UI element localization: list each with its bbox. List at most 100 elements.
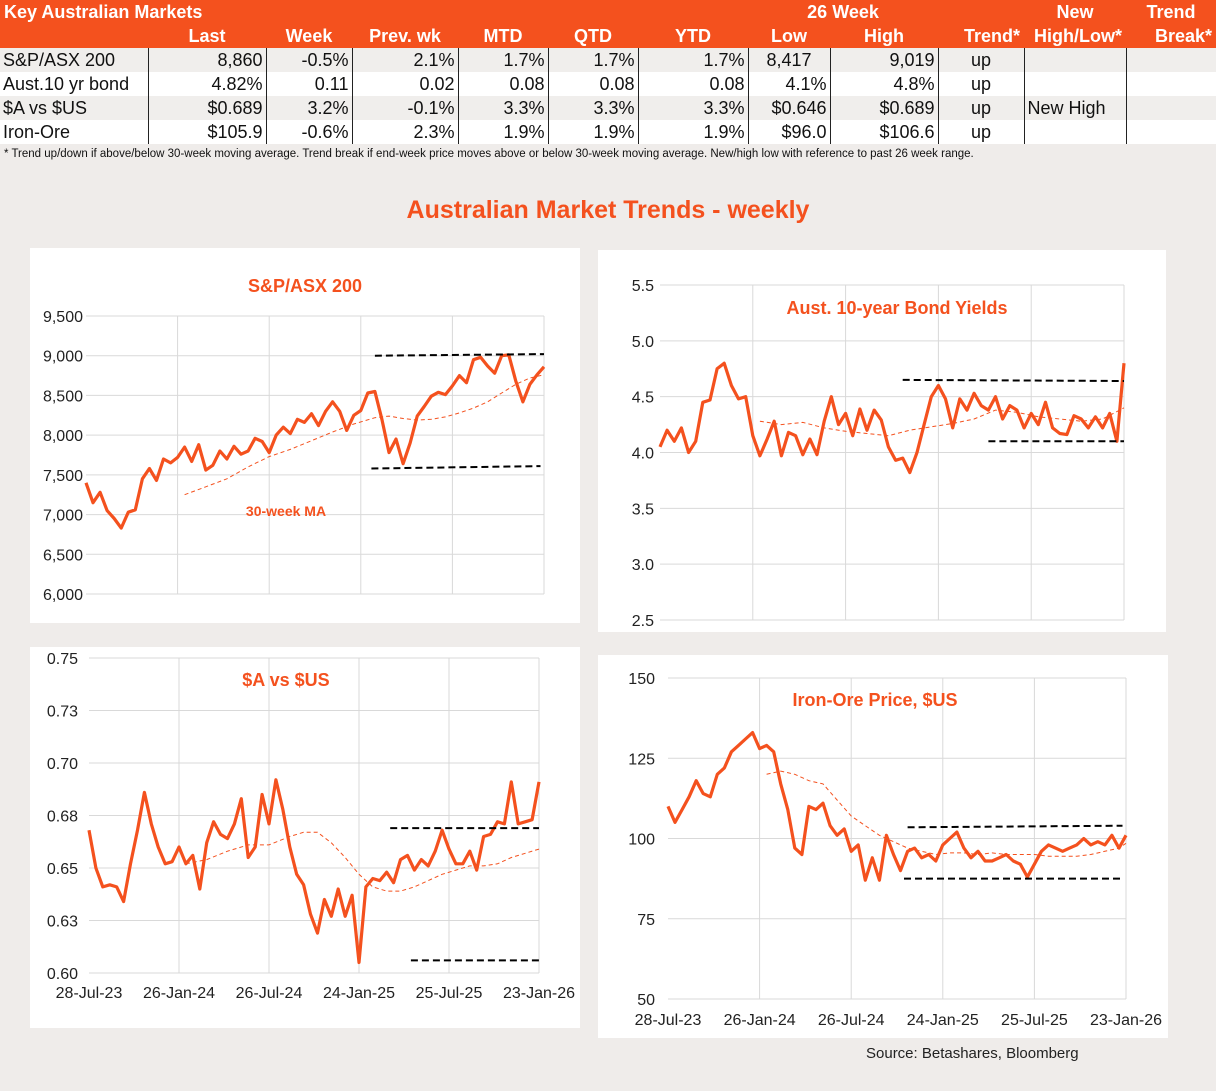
cell-trend: up bbox=[937, 48, 1025, 72]
y-tick-label: 9,500 bbox=[43, 309, 83, 326]
series-line bbox=[84, 353, 546, 530]
y-tick-label: 6,000 bbox=[43, 587, 83, 604]
range-low-line bbox=[371, 465, 541, 470]
x-tick-label: 25-Jul-25 bbox=[416, 985, 483, 1002]
cell-prev-wk: 0.02 bbox=[351, 72, 458, 96]
x-tick-label: 26-Jul-24 bbox=[818, 1012, 885, 1029]
y-tick-label: 2.5 bbox=[632, 613, 654, 630]
x-tick-label: 24-Jan-25 bbox=[323, 985, 395, 1002]
y-tick-label: 0.70 bbox=[47, 756, 78, 773]
x-tick-label: 28-Jul-23 bbox=[635, 1012, 702, 1029]
y-tick-label: 3.0 bbox=[632, 557, 654, 574]
cell-new-high-low bbox=[1023, 120, 1127, 144]
x-tick-label: 25-Jul-25 bbox=[1001, 1012, 1068, 1029]
cell-trend: up bbox=[937, 96, 1025, 120]
cell-low: $96.0 bbox=[747, 120, 831, 144]
y-tick-label: 5.5 bbox=[632, 278, 654, 295]
table-footnote: * Trend up/down if above/below 30-week m… bbox=[4, 148, 974, 160]
group-header-26-week: 26 Week bbox=[748, 0, 939, 24]
y-tick-label: 0.65 bbox=[47, 861, 78, 878]
moving-average-line bbox=[184, 374, 545, 496]
y-tick-label: 9,000 bbox=[43, 349, 83, 366]
range-high-line bbox=[374, 353, 545, 357]
chart-panel-iron-ore: 50 75 100 125 150 28-Jul-23 26-Jan-24 26-Jul-24… bbox=[598, 655, 1168, 1038]
y-tick-label: 50 bbox=[637, 992, 655, 1009]
header-new: New bbox=[1024, 0, 1127, 24]
x-tick-label: 28-Jul-23 bbox=[56, 985, 123, 1002]
cell-trend-break bbox=[1125, 48, 1216, 72]
cell-week: 0.11 bbox=[265, 72, 352, 96]
series-line bbox=[87, 778, 541, 965]
col-header-qtd: QTD bbox=[548, 24, 638, 48]
chart-aud-usd: 0.60 0.63 0.65 0.68 0.70 0.73 0.75 28-Jul-23 26-… bbox=[47, 651, 575, 1002]
main-title: Australian Market Trends - weekly bbox=[406, 196, 810, 224]
cell-name: Iron-Ore bbox=[0, 120, 148, 144]
chart-panel-asx200: 6,000 6,500 7,000 7,500 8,000 8,500 9,000 9,500… bbox=[30, 248, 580, 623]
y-tick-label: 8,000 bbox=[43, 428, 83, 445]
cell-mtd: 1.7% bbox=[457, 48, 548, 72]
y-tick-label: 100 bbox=[628, 832, 655, 849]
chart-bond-yields: 2.5 3.0 3.5 4.0 4.5 5.0 5.5 Aust. 10-year Bond … bbox=[632, 278, 1126, 630]
range-high-line bbox=[907, 824, 1123, 829]
range-high-line bbox=[902, 378, 1125, 382]
cell-last: $0.689 bbox=[147, 96, 266, 120]
y-tick-label: 5.0 bbox=[632, 334, 654, 351]
col-header-high-low: High/Low* bbox=[1024, 24, 1127, 48]
chart-title: S&P/ASX 200 bbox=[248, 276, 362, 296]
cell-high: 9,019 bbox=[829, 48, 939, 72]
cell-ytd: 1.9% bbox=[637, 120, 749, 144]
y-tick-label: 0.60 bbox=[47, 966, 78, 983]
cell-trend-break bbox=[1125, 96, 1216, 120]
chart-title: Aust. 10-year Bond Yields bbox=[786, 298, 1007, 318]
moving-average-line bbox=[185, 831, 540, 892]
x-tick-label: 26-Jan-24 bbox=[724, 1012, 796, 1029]
cell-last: 8,860 bbox=[147, 48, 266, 72]
cell-ytd: 1.7% bbox=[637, 48, 749, 72]
y-tick-label: 8,500 bbox=[43, 388, 83, 405]
cell-prev-wk: -0.1% bbox=[351, 96, 458, 120]
cell-prev-wk: 2.3% bbox=[351, 120, 458, 144]
y-tick-label: 0.75 bbox=[47, 651, 78, 668]
y-tick-label: 0.63 bbox=[47, 914, 78, 931]
col-header-high: High bbox=[830, 24, 939, 48]
source-note: Source: Betashares, Bloomberg bbox=[866, 1045, 1079, 1062]
col-header-prev-wk: Prev. wk bbox=[352, 24, 458, 48]
header-trend: Trend bbox=[1126, 0, 1216, 24]
cell-last: $105.9 bbox=[147, 120, 266, 144]
y-tick-label: 0.68 bbox=[47, 809, 78, 826]
table-title: Key Australian Markets bbox=[0, 0, 749, 24]
table-row: Aust.10 yr bond 4.82% 0.11 0.02 0.08 0.0… bbox=[0, 72, 1216, 96]
col-header-week: Week bbox=[266, 24, 352, 48]
cell-trend: up bbox=[937, 120, 1025, 144]
y-tick-label: 4.5 bbox=[632, 390, 654, 407]
chart-title: $A vs $US bbox=[242, 670, 329, 690]
chart-panel-bond-yields: 2.5 3.0 3.5 4.0 4.5 5.0 5.5 Aust. 10-year Bond … bbox=[598, 250, 1166, 632]
moving-average-line bbox=[766, 770, 1127, 857]
col-header-name bbox=[0, 24, 148, 48]
y-tick-label: 150 bbox=[628, 671, 655, 688]
y-tick-label: 7,500 bbox=[43, 468, 83, 485]
col-header-trend: Trend* bbox=[938, 24, 1025, 48]
y-tick-label: 0.73 bbox=[47, 704, 78, 721]
cell-week: -0.5% bbox=[265, 48, 352, 72]
cell-name: S&P/ASX 200 bbox=[0, 48, 148, 72]
cell-mtd: 3.3% bbox=[457, 96, 548, 120]
series-line bbox=[658, 361, 1126, 475]
cell-new-high-low: New High bbox=[1023, 96, 1127, 120]
y-tick-label: 3.5 bbox=[632, 501, 654, 518]
chart-panel-aud-usd: 0.60 0.63 0.65 0.68 0.70 0.73 0.75 28-Jul-23 26-… bbox=[30, 647, 580, 1028]
chart-asx200: 6,000 6,500 7,000 7,500 8,000 8,500 9,000 9,500… bbox=[43, 276, 546, 604]
x-tick-label: 24-Jan-25 bbox=[907, 1012, 979, 1029]
cell-mtd: 1.9% bbox=[457, 120, 548, 144]
x-tick-label: 23-Jan-26 bbox=[503, 985, 575, 1002]
cell-high: 4.8% bbox=[829, 72, 939, 96]
series-line bbox=[666, 730, 1128, 882]
cell-name: Aust.10 yr bond bbox=[0, 72, 148, 96]
y-tick-label: 4.0 bbox=[632, 446, 654, 463]
markets-table: Key Australian Markets 26 Week New Trend… bbox=[0, 0, 1216, 144]
cell-last: 4.82% bbox=[147, 72, 266, 96]
col-header-low: Low bbox=[748, 24, 831, 48]
col-header-mtd: MTD bbox=[458, 24, 548, 48]
header-blank bbox=[938, 0, 1025, 24]
moving-average-line bbox=[759, 407, 1125, 437]
